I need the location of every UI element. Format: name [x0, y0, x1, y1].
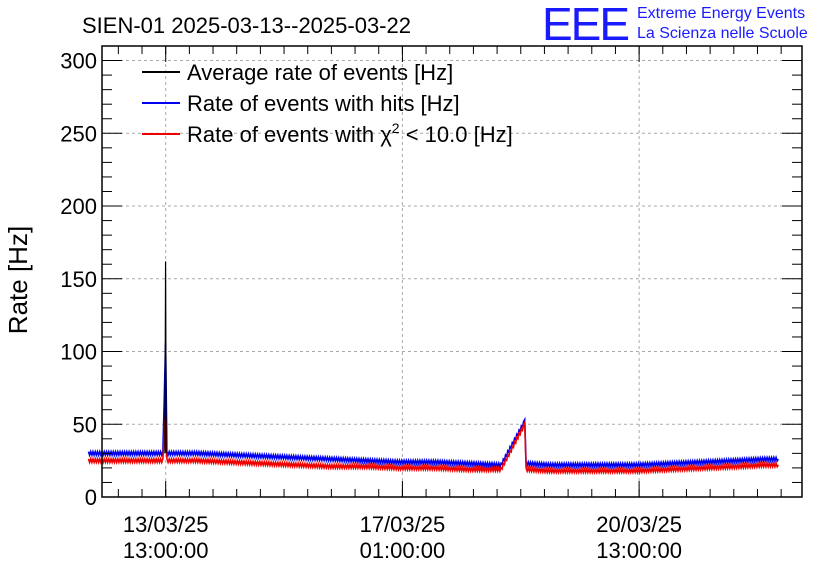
legend-chi2-symbol: χ [380, 122, 392, 147]
legend-label-chi2: Rate of events with χ2 < 10.0 [Hz] [187, 120, 513, 147]
x-tick-label-time: 13:00:00 [596, 538, 682, 563]
series-line-hits [87, 342, 780, 470]
x-tick-label-time: 01:00:00 [360, 538, 446, 563]
y-tick-label: 300 [60, 49, 97, 74]
legend-label-average: Average rate of events [Hz] [187, 60, 453, 85]
logo-text-line1: Extreme Energy Events [637, 5, 806, 22]
y-tick-label: 0 [85, 485, 97, 510]
chart-title: SIEN-01 2025-03-13--2025-03-22 [82, 13, 411, 38]
legend-chi2-suffix: < 10.0 [Hz] [400, 122, 513, 147]
plot-frame [101, 45, 803, 498]
legend-chi2-prefix: Rate of events with [187, 122, 380, 147]
legend-chi2-superscript: 2 [392, 120, 400, 136]
axis-ticks: 05010015020025030013/03/2513:00:0017/03/… [60, 45, 802, 563]
y-tick-label: 150 [60, 267, 97, 292]
eee-logo-mark: EEE [542, 0, 630, 50]
y-tick-label: 250 [60, 121, 97, 146]
y-tick-label: 200 [60, 194, 97, 219]
x-tick-label-date: 17/03/25 [360, 512, 446, 537]
grid-lines [102, 46, 802, 497]
y-axis-label: Rate [Hz] [3, 226, 33, 334]
y-tick-label: 100 [60, 340, 97, 365]
x-tick-label-date: 20/03/25 [596, 512, 682, 537]
y-tick-label: 50 [73, 412, 97, 437]
x-tick-label-time: 13:00:00 [123, 538, 209, 563]
series-line-chi2 [87, 407, 780, 476]
series-line-average [164, 261, 167, 454]
legend: Average rate of events [Hz] Rate of even… [142, 60, 513, 147]
x-tick-label-date: 13/03/25 [123, 512, 209, 537]
legend-label-hits: Rate of events with hits [Hz] [187, 91, 460, 116]
axes [101, 45, 803, 498]
data-series [87, 261, 780, 476]
logo-text-line2: La Scienza nelle Scuole [637, 25, 808, 42]
